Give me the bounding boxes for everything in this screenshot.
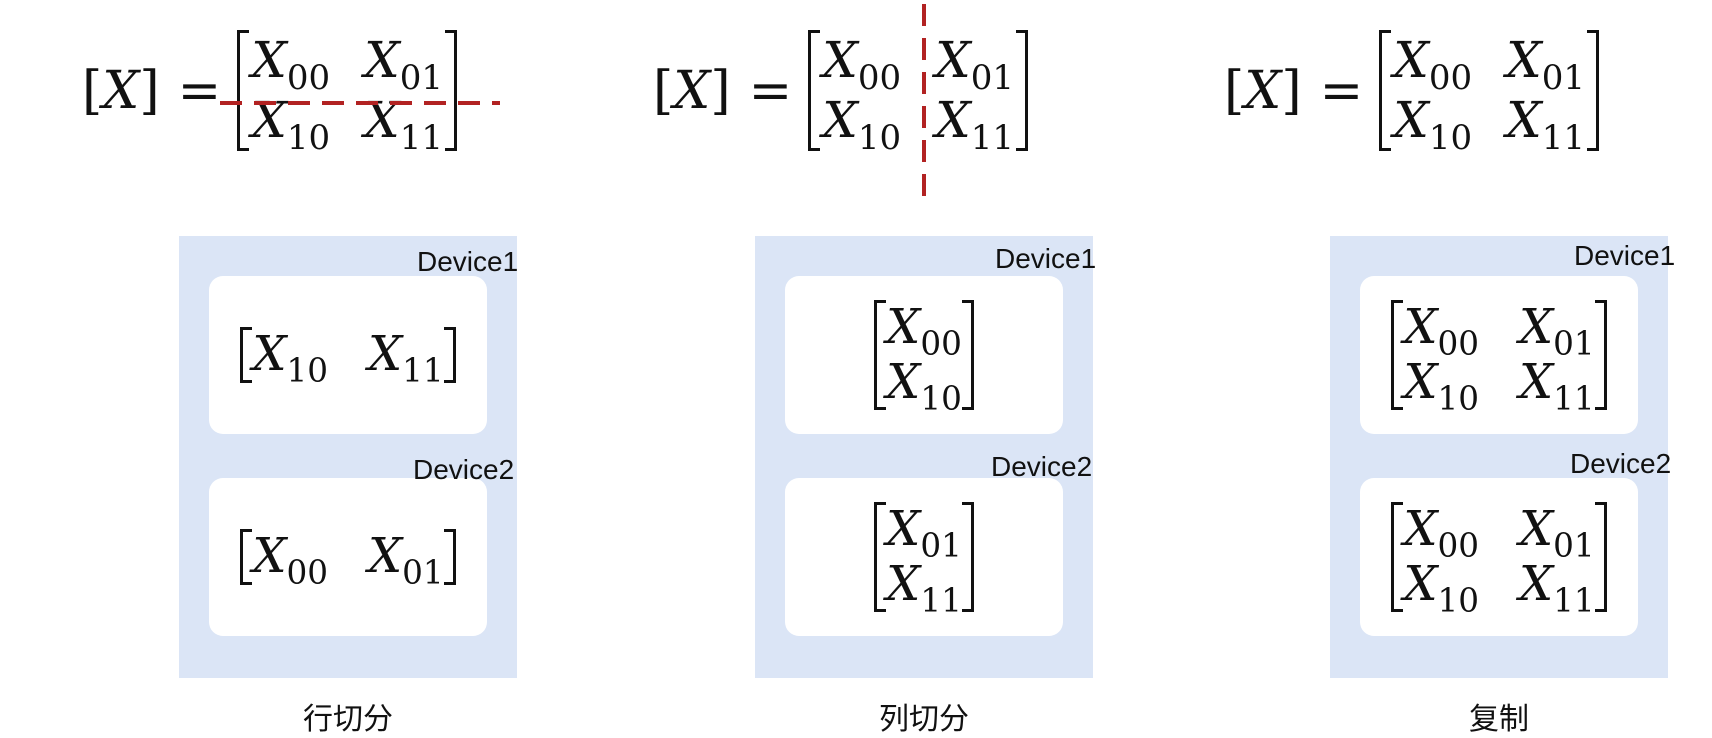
matrix-element: X10 bbox=[822, 90, 902, 158]
matrix-element: X10 bbox=[886, 354, 962, 418]
caption: 行切分 bbox=[303, 702, 393, 737]
panel-replicate: [X] = X00 X01 X10 X11 X00 X01 X10 X11 X00 X01 X1… bbox=[1142, 0, 1712, 738]
matrix-element: X00 bbox=[251, 31, 331, 98]
device2-label: Device2 bbox=[413, 454, 515, 485]
device1-label: Device1 bbox=[1574, 240, 1676, 271]
matrix-element: X10 bbox=[251, 90, 331, 158]
matrix-element: X01 bbox=[935, 31, 1014, 98]
matrix-element: X11 bbox=[935, 90, 1014, 158]
matrix-element: X00 bbox=[822, 31, 902, 98]
matrix-element: X01 bbox=[364, 31, 443, 98]
row-split-line bbox=[220, 101, 500, 105]
matrix-element: X00 bbox=[252, 528, 328, 592]
matrix-element: X11 bbox=[1506, 90, 1585, 158]
device1-card: X10 X11 bbox=[209, 276, 487, 434]
caption: 复制 bbox=[1469, 702, 1529, 737]
matrix-element: X10 bbox=[1403, 556, 1479, 620]
device2-card: X00 X01 X10 X11 bbox=[1360, 478, 1638, 636]
device2-matrix: X00 X01 X10 X11 bbox=[1391, 500, 1608, 620]
matrix-element: X01 bbox=[1519, 500, 1595, 565]
device-container: X10 X11 X00 X01 bbox=[179, 236, 517, 678]
matrix-element: X11 bbox=[364, 90, 443, 158]
equation: [X] = X00 X01 X10 X11 bbox=[82, 30, 457, 158]
device1-matrix: X10 X11 bbox=[240, 326, 457, 390]
matrix-element: X00 bbox=[886, 298, 962, 363]
device1-matrix: X00 X01 X10 X11 bbox=[1391, 298, 1608, 418]
device2-card: X01 X11 bbox=[785, 478, 1063, 636]
matrix-element: X10 bbox=[252, 326, 328, 390]
matrix-element: X11 bbox=[368, 326, 444, 390]
device-container: X00 X10 X01 X11 bbox=[755, 236, 1093, 678]
matrix-element: X01 bbox=[1519, 298, 1595, 363]
full-matrix: X00 X01 X10 X11 bbox=[237, 30, 457, 158]
device2-matrix: X00 X01 bbox=[240, 528, 457, 592]
full-matrix: X00 X01 X10 X11 bbox=[1379, 30, 1599, 158]
equation-lhs: [X] bbox=[653, 60, 731, 121]
device1-card: X00 X01 X10 X11 bbox=[1360, 276, 1638, 434]
matrix-element: X01 bbox=[368, 528, 444, 592]
device2-label: Device2 bbox=[991, 451, 1093, 482]
matrix-element: X00 bbox=[1393, 31, 1473, 98]
column-split-line bbox=[922, 4, 926, 204]
equals-sign: = bbox=[177, 60, 222, 121]
device1-matrix: X00 X10 bbox=[874, 298, 974, 418]
panel-column-split: [X] = X00 X01 X10 X11 X00 X10 X01 X11 Device1… bbox=[571, 0, 1142, 738]
device2-label: Device2 bbox=[1570, 448, 1672, 479]
equals-sign: = bbox=[1319, 60, 1364, 121]
device2-matrix: X01 X11 bbox=[874, 500, 974, 620]
equation: [X] = X00 X01 X10 X11 bbox=[1224, 30, 1599, 158]
equals-sign: = bbox=[748, 60, 793, 121]
device1-label: Device1 bbox=[995, 243, 1097, 274]
matrix-element: X01 bbox=[1506, 31, 1585, 98]
device-container: X00 X01 X10 X11 X00 X01 X10 X11 bbox=[1330, 236, 1668, 678]
equation-lhs: [X] bbox=[1224, 60, 1302, 121]
device1-card: X00 X10 bbox=[785, 276, 1063, 434]
matrix-element: X10 bbox=[1393, 90, 1473, 158]
matrix-element: X01 bbox=[886, 500, 962, 565]
matrix-element: X10 bbox=[1403, 354, 1479, 418]
equation-lhs: [X] bbox=[82, 60, 160, 121]
device1-label: Device1 bbox=[417, 246, 519, 277]
equation: [X] = X00 X01 X10 X11 bbox=[653, 30, 1028, 158]
matrix-element: X00 bbox=[1403, 298, 1479, 363]
matrix-element: X11 bbox=[1519, 354, 1595, 418]
matrix-element: X00 bbox=[1403, 500, 1479, 565]
matrix-element: X11 bbox=[1519, 556, 1595, 620]
device2-card: X00 X01 bbox=[209, 478, 487, 636]
matrix-element: X11 bbox=[886, 556, 962, 620]
full-matrix: X00 X01 X10 X11 bbox=[808, 30, 1028, 158]
caption: 列切分 bbox=[879, 702, 969, 737]
panel-row-split: [X] = X00 X01 X10 X11 X10 X11 X00 X01 Device1… bbox=[0, 0, 571, 738]
